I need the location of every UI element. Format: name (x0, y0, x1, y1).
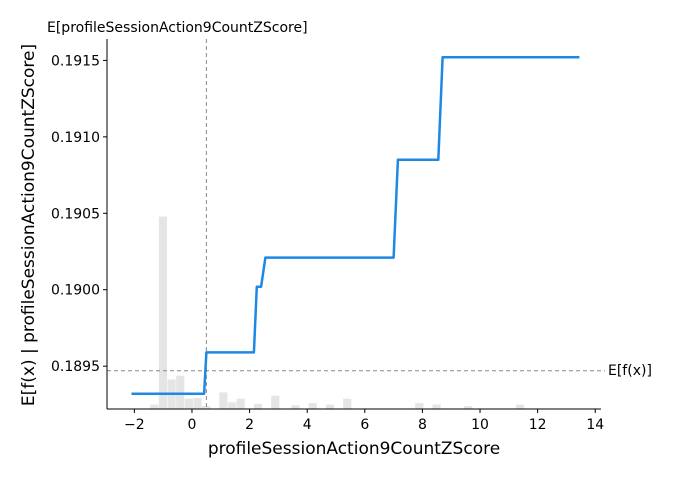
histogram-bar (291, 405, 300, 409)
ref-line-label: E[f(x)] (608, 363, 652, 379)
histogram-bar (325, 404, 335, 409)
x-tick-label: 14 (586, 417, 604, 433)
histogram-bar (271, 395, 280, 409)
histogram-bar (343, 398, 352, 409)
x-tick-label: 2 (245, 417, 254, 433)
x-tick-label: 8 (418, 417, 427, 433)
series-line-group (131, 56, 580, 395)
histogram-bar (184, 398, 193, 409)
series-line (131, 56, 580, 395)
histogram-bar (158, 216, 167, 409)
histogram-bar (308, 403, 317, 409)
histogram-bar (236, 398, 245, 409)
expected-value-lines (107, 39, 605, 409)
x-axis-label: profileSessionAction9CountZScore (208, 439, 500, 459)
axes (106, 39, 601, 410)
histogram-bar (415, 403, 424, 409)
x-tick-label: 6 (360, 417, 369, 433)
y-ticks: 0.1895 0.1900 0.1905 0.1910 0.1915 (51, 53, 107, 375)
x-tick-label: 12 (529, 417, 547, 433)
y-tick-label: 0.1910 (51, 130, 100, 146)
histogram-bar (253, 403, 263, 409)
x-tick-label: 4 (303, 417, 312, 433)
histogram-bar (516, 404, 525, 409)
x-tick-label: 0 (188, 417, 197, 433)
x-tick-label: 10 (471, 417, 489, 433)
y-tick-label: 0.1895 (51, 359, 100, 375)
histogram-bar (193, 397, 202, 409)
histogram-bar (150, 404, 159, 409)
x-tick-label: −2 (124, 417, 145, 433)
top-label: E[profileSessionAction9CountZScore] (47, 20, 308, 36)
histogram-bar (202, 406, 211, 409)
y-tick-label: 0.1900 (51, 283, 100, 299)
histogram-bar (432, 404, 441, 409)
x-ticks: −2 0 2 4 6 8 10 12 14 (124, 409, 604, 433)
y-tick-label: 0.1905 (51, 206, 100, 222)
histogram-bar (176, 375, 185, 409)
histogram-bar (227, 402, 237, 409)
y-tick-label: 0.1915 (51, 53, 100, 69)
y-axis-label: E[f(x) | profileSessionAction9CountZScor… (19, 44, 39, 406)
histogram-bar (464, 406, 473, 409)
histogram-bar (219, 392, 228, 409)
